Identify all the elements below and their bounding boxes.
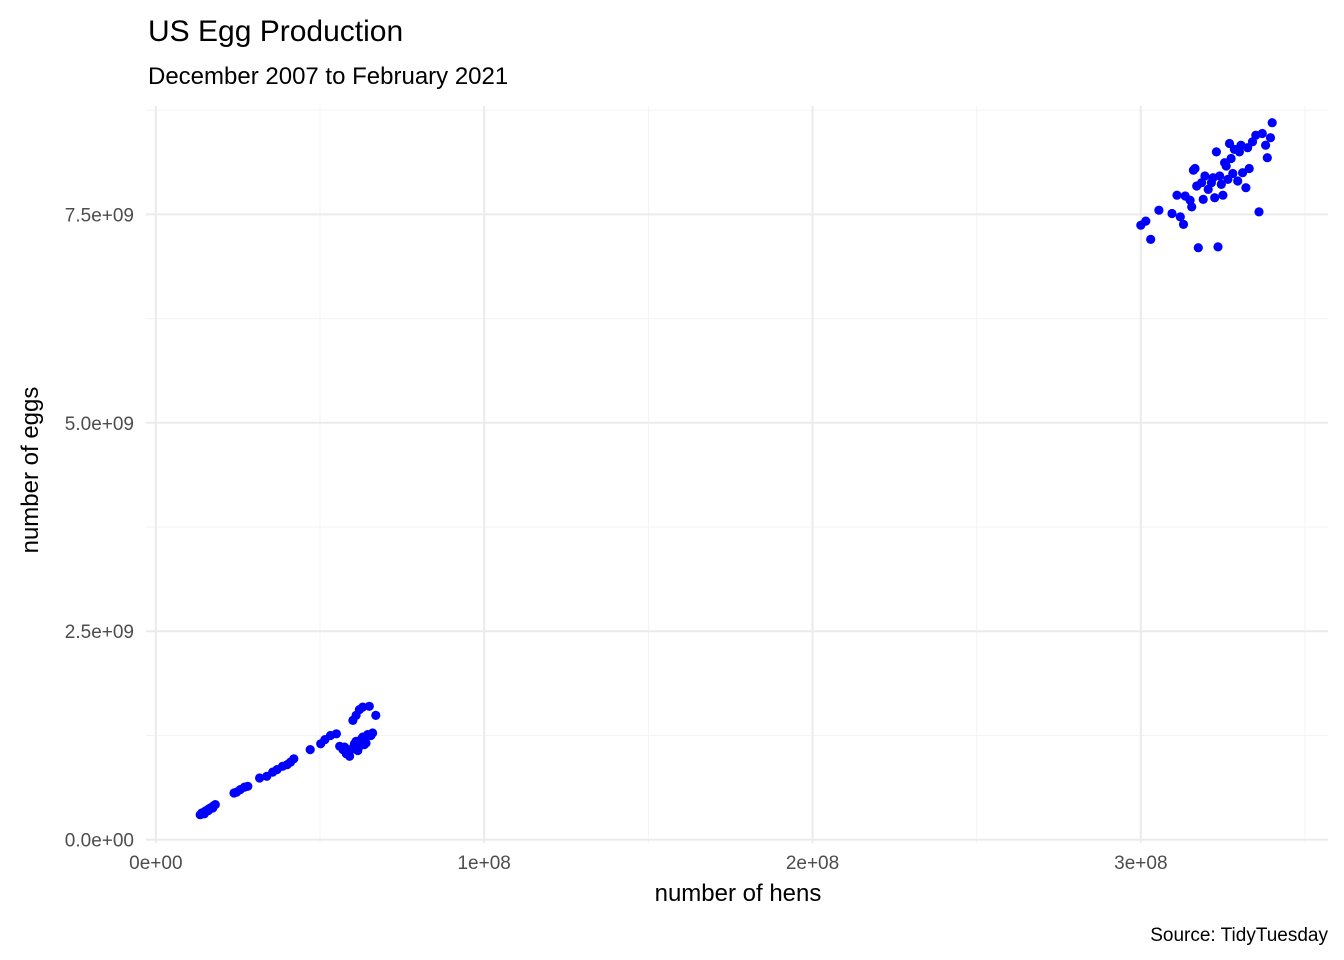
y-tick-label: 0.0e+00 bbox=[65, 831, 134, 852]
data-point bbox=[1200, 171, 1210, 181]
x-axis-title: number of hens bbox=[655, 880, 822, 907]
data-point bbox=[1218, 190, 1228, 200]
data-point bbox=[1215, 171, 1225, 181]
data-point bbox=[1172, 190, 1182, 200]
data-point bbox=[255, 773, 265, 783]
data-point bbox=[1265, 133, 1276, 143]
y-tick-label: 2.5e+09 bbox=[65, 622, 134, 643]
y-tick-label: 7.5e+09 bbox=[65, 205, 134, 226]
data-point bbox=[1141, 216, 1151, 226]
y-tick-label: 5.0e+09 bbox=[65, 414, 134, 435]
data-point bbox=[368, 728, 378, 738]
y-axis-title: number of eggs bbox=[17, 387, 44, 554]
x-tick-label: 2e+08 bbox=[786, 853, 839, 874]
data-point bbox=[1221, 161, 1231, 171]
data-point bbox=[243, 781, 253, 791]
x-axis-tick-labels: 0e+00 1e+08 2e+08 3e+08 bbox=[129, 853, 1167, 874]
data-point bbox=[1226, 153, 1236, 164]
data-point bbox=[1267, 118, 1277, 128]
data-point bbox=[361, 738, 371, 748]
data-point bbox=[1210, 193, 1220, 203]
data-point bbox=[1193, 243, 1203, 253]
data-point bbox=[1146, 234, 1156, 244]
data-point bbox=[1167, 208, 1177, 219]
data-point bbox=[1241, 183, 1251, 193]
data-point bbox=[331, 729, 341, 739]
data-point bbox=[371, 710, 381, 721]
x-tick-label: 1e+08 bbox=[457, 853, 510, 874]
x-tick-label: 0e+00 bbox=[129, 853, 182, 874]
data-point bbox=[1238, 168, 1248, 178]
data-point bbox=[1198, 194, 1208, 204]
data-point bbox=[1228, 168, 1238, 179]
data-point bbox=[1213, 242, 1223, 252]
data-point bbox=[1216, 179, 1226, 189]
data-point bbox=[1233, 176, 1243, 186]
data-point bbox=[1154, 205, 1164, 215]
minor-gridlines bbox=[146, 106, 1328, 843]
data-point bbox=[364, 701, 374, 711]
data-point bbox=[1187, 202, 1197, 212]
data-point bbox=[1254, 207, 1264, 217]
data-point bbox=[1262, 153, 1272, 163]
data-point bbox=[1178, 219, 1189, 229]
chart-title: US Egg Production bbox=[148, 15, 403, 48]
data-point bbox=[340, 742, 350, 752]
data-point bbox=[1190, 163, 1200, 174]
chart-caption: Source: TidyTuesday bbox=[1150, 925, 1328, 946]
x-tick-label: 3e+08 bbox=[1114, 853, 1167, 874]
data-point bbox=[305, 745, 315, 755]
data-point bbox=[345, 751, 355, 761]
data-point bbox=[1257, 128, 1267, 139]
data-point bbox=[1244, 163, 1254, 174]
data-point bbox=[1261, 140, 1271, 150]
major-gridlines bbox=[146, 106, 1328, 843]
data-point bbox=[289, 754, 299, 764]
data-point bbox=[1175, 212, 1185, 222]
y-axis-tick-labels: 0.0e+00 2.5e+09 5.0e+09 7.5e+09 bbox=[65, 205, 134, 851]
chart-subtitle: December 2007 to February 2021 bbox=[148, 63, 508, 90]
data-point bbox=[1211, 147, 1221, 157]
data-points bbox=[195, 118, 1277, 820]
data-point bbox=[208, 803, 218, 813]
